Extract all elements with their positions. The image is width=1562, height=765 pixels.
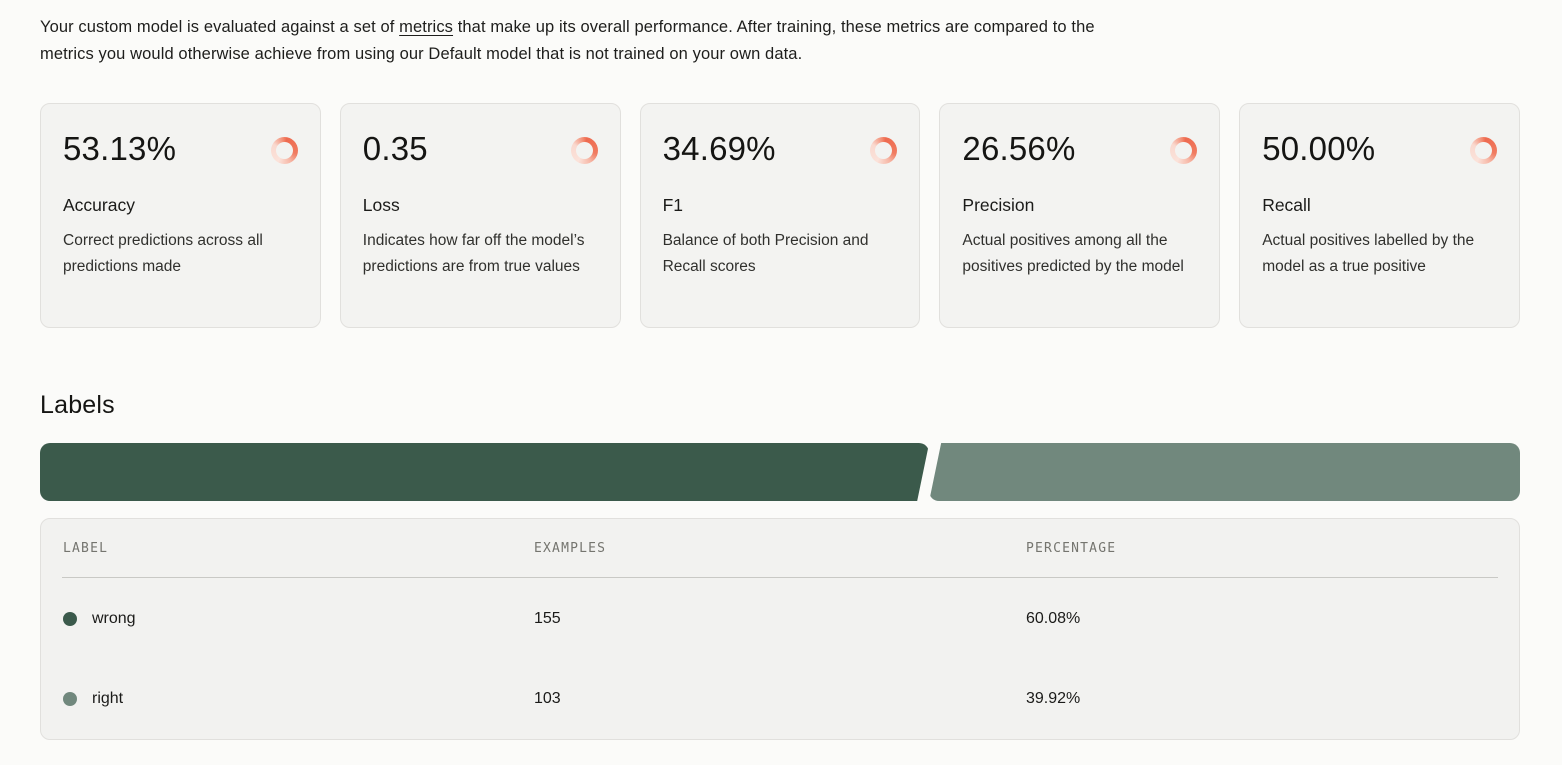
metric-label: Recall — [1262, 195, 1311, 215]
table-row: right 103 39.92% — [41, 659, 1519, 739]
label-name: right — [92, 690, 124, 707]
examples-count: 155 — [534, 609, 561, 627]
percentage-value: 39.92% — [1026, 690, 1081, 707]
metric-description: Actual positives among all the positives… — [962, 232, 1184, 275]
metric-card-f1: 34.69% F1 Balance of both Precision and … — [639, 103, 921, 328]
labels-distribution-bar — [40, 443, 1520, 501]
progress-ring-icon — [870, 137, 898, 164]
metric-value: 26.56% — [962, 130, 1076, 167]
metric-description: Actual positives labelled by the model a… — [1262, 232, 1475, 275]
label-name: wrong — [92, 609, 136, 627]
metric-value: 50.00% — [1262, 130, 1376, 167]
metric-description: Indicates how far off the model’s predic… — [362, 232, 585, 275]
labels-table: LABEL EXAMPLES PERCENTAGE wrong 155 60.0… — [40, 518, 1520, 740]
label-color-dot-icon — [63, 692, 77, 706]
metric-label: Precision — [962, 195, 1035, 215]
metric-description: Balance of both Precision and Recall sco… — [662, 232, 869, 275]
metric-value: 53.13% — [63, 130, 177, 167]
column-header-label: LABEL — [63, 540, 109, 556]
metric-value: 0.35 — [362, 130, 428, 167]
header-divider — [62, 577, 1498, 578]
progress-ring-icon — [1469, 137, 1497, 164]
metrics-link[interactable]: metrics — [399, 18, 454, 36]
intro-paragraph: Your custom model is evaluated against a… — [40, 14, 1136, 68]
progress-ring-icon — [270, 137, 298, 164]
metric-card-accuracy: 53.13% Accuracy Correct predictions acro… — [40, 103, 321, 328]
column-header-percentage: PERCENTAGE — [1026, 540, 1117, 556]
bar-segment-wrong — [40, 443, 929, 501]
intro-text-after: that make up its overall performance. Af… — [40, 18, 1095, 63]
labels-heading: Labels — [40, 391, 115, 419]
metric-cards-row: 53.13% Accuracy Correct predictions acro… — [40, 103, 1520, 328]
percentage-value: 60.08% — [1026, 609, 1081, 627]
examples-count: 103 — [534, 690, 561, 707]
label-color-dot-icon — [63, 611, 77, 626]
table-header-row: LABEL EXAMPLES PERCENTAGE — [41, 519, 1519, 577]
bar-segment-right — [929, 443, 1520, 501]
metric-card-precision: 26.56% Precision Actual positives among … — [939, 103, 1221, 328]
metric-value: 34.69% — [662, 130, 776, 167]
intro-text-before: Your custom model is evaluated against a… — [40, 18, 400, 36]
progress-ring-icon — [570, 137, 598, 164]
progress-ring-icon — [1170, 137, 1198, 164]
table-row: wrong 155 60.08% — [41, 578, 1519, 659]
metric-label: Loss — [362, 195, 400, 215]
column-header-examples: EXAMPLES — [534, 540, 607, 556]
metric-label: Accuracy — [63, 195, 135, 215]
metric-card-loss: 0.35 Loss Indicates how far off the mode… — [339, 103, 621, 328]
metric-description: Correct predictions across all predictio… — [63, 232, 263, 275]
metric-card-recall: 50.00% Recall Actual positives labelled … — [1239, 103, 1520, 328]
metric-label: F1 — [662, 195, 684, 215]
